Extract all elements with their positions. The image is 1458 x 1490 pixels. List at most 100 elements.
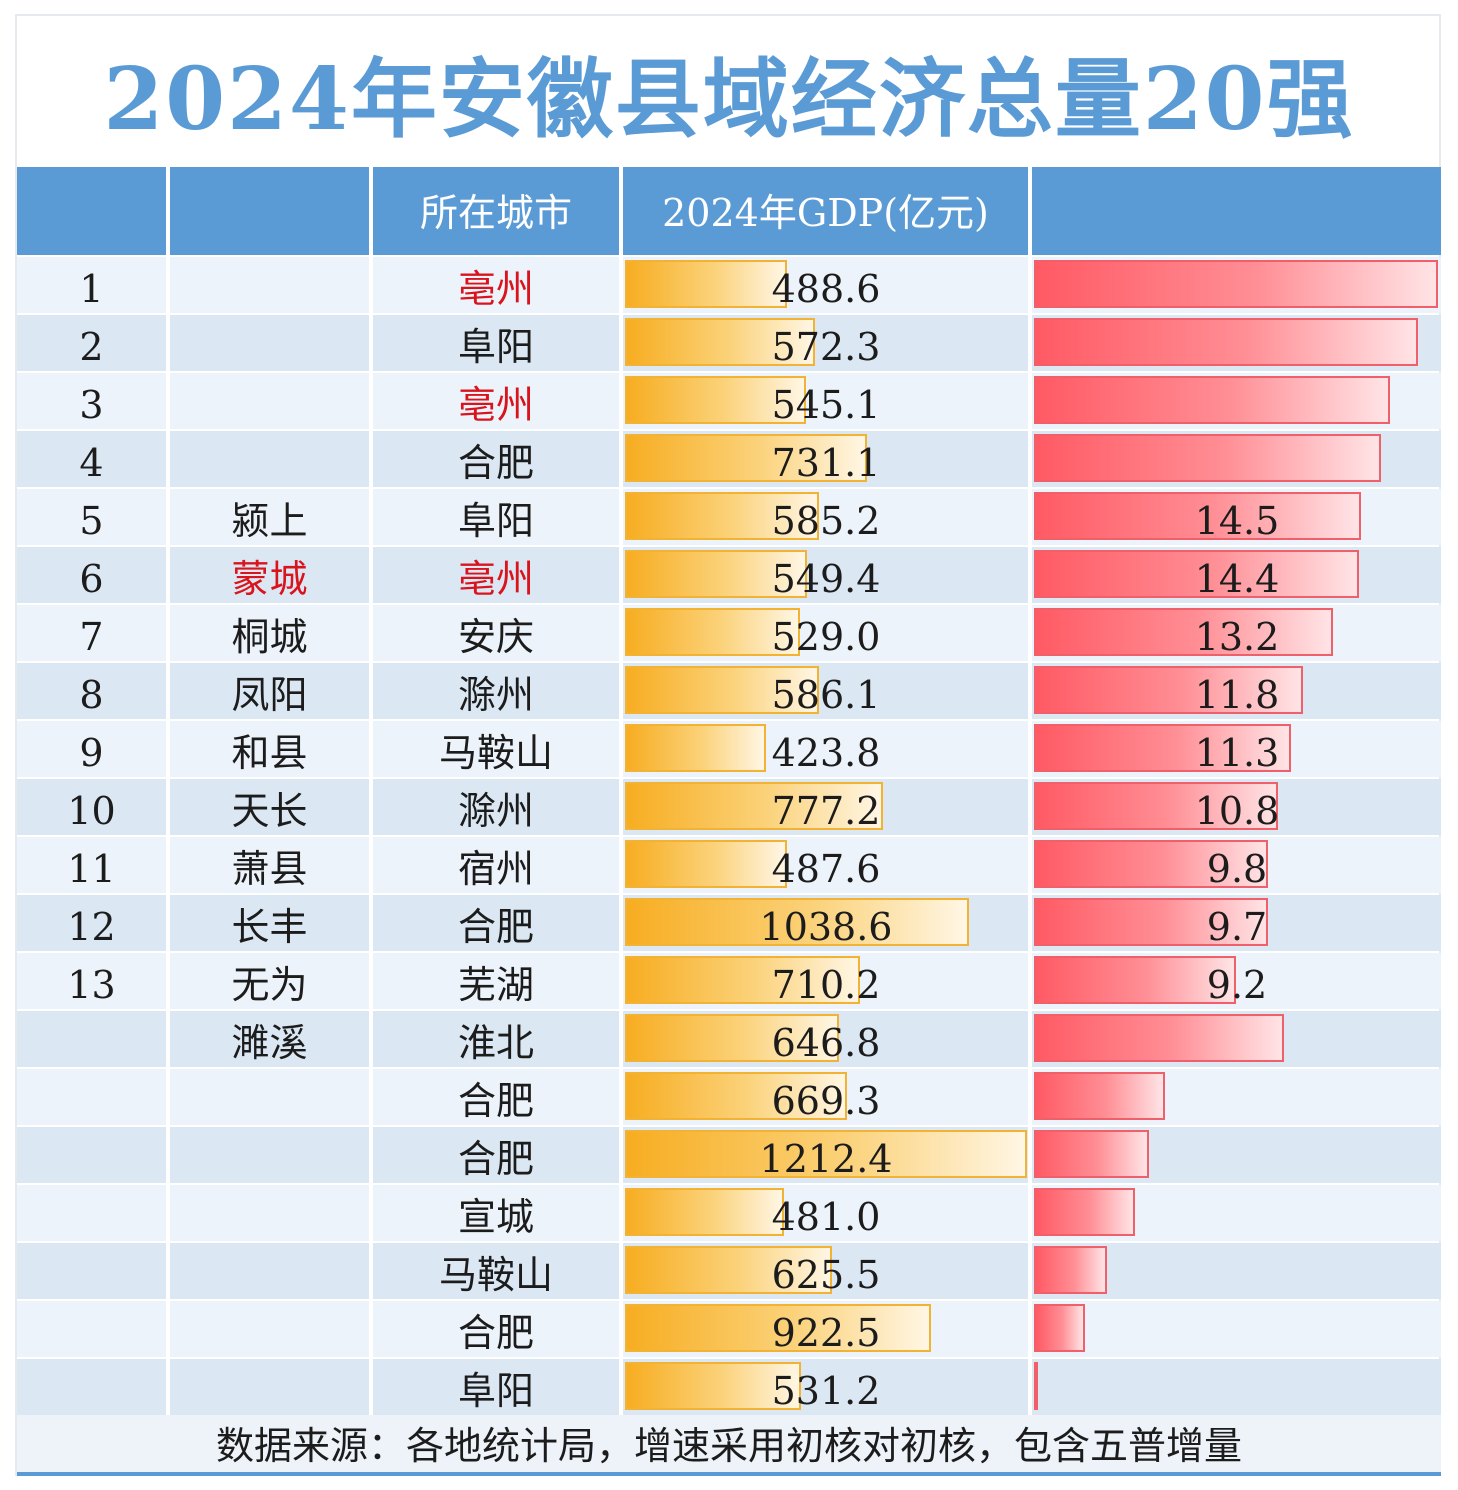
city-cell: 阜阳 — [457, 1369, 534, 1413]
cell-bg-county — [170, 837, 369, 893]
table-row: 9 和县 马鞍山 423.8 11.3 — [17, 721, 1441, 777]
gdp-bar — [625, 1362, 801, 1410]
cell-bg-county — [170, 779, 369, 835]
gdp-bar — [625, 1072, 847, 1120]
county-cell — [170, 1243, 369, 1299]
cell-bg-city — [373, 373, 619, 429]
gdp-bar — [625, 956, 860, 1004]
county-cell: 无为 — [231, 963, 308, 1007]
cell-bg-city — [373, 663, 619, 719]
cell-bg-rank — [17, 1301, 166, 1357]
cell-bg-city — [373, 1243, 619, 1299]
rank-cell: 13 — [67, 963, 116, 1007]
county-cell: 长丰 — [231, 905, 308, 949]
city-cell: 合肥 — [457, 1311, 534, 1355]
table-row: 13 无为 芜湖 710.2 9.2 — [17, 953, 1441, 1009]
cell-bg-city — [373, 1301, 619, 1357]
city-cell: 亳州 — [457, 267, 534, 311]
city-cell: 亳州 — [457, 557, 534, 601]
county-cell — [170, 1185, 369, 1241]
header-city: 所在城市 — [373, 167, 619, 255]
rank-cell — [17, 1301, 166, 1357]
cell-bg-city — [373, 1185, 619, 1241]
gdp-value: 545.1 — [771, 383, 881, 427]
gdp-value: 529.0 — [771, 615, 881, 659]
growth-bar — [1034, 1130, 1149, 1178]
cell-bg-city — [373, 1011, 619, 1067]
city-cell: 芜湖 — [457, 963, 534, 1007]
city-cell: 合肥 — [457, 905, 534, 949]
county-cell: 濉溪 — [231, 1021, 308, 1065]
gdp-value: 646.8 — [771, 1021, 881, 1065]
rank-cell — [17, 1243, 166, 1299]
city-cell: 宣城 — [457, 1195, 534, 1239]
table-row: 6 蒙城 亳州 549.4 14.4 — [17, 547, 1441, 603]
gdp-value: 1038.6 — [759, 905, 893, 949]
table-row: 合肥 669.3 — [17, 1069, 1441, 1125]
rank-cell: 8 — [79, 673, 104, 717]
cell-bg-rank — [17, 431, 166, 487]
cell-bg-city — [373, 1069, 619, 1125]
gdp-value: 481.0 — [771, 1195, 881, 1239]
cell-bg-rank — [17, 547, 166, 603]
cell-bg-city — [373, 547, 619, 603]
city-cell: 马鞍山 — [438, 731, 553, 775]
header-gdp: 2024年GDP(亿元) — [623, 167, 1028, 255]
page-title: 2024年安徽县域经济总量20强 — [103, 49, 1355, 150]
cell-bg-rank — [17, 257, 166, 313]
rank-cell: 5 — [79, 499, 104, 543]
cell-bg-growth — [1032, 1301, 1441, 1357]
gdp-bar — [625, 840, 787, 888]
cell-bg-city — [373, 953, 619, 1009]
county-cell — [170, 373, 369, 429]
cell-bg-county — [170, 895, 369, 951]
cell-bg-city — [373, 1359, 619, 1415]
cell-bg-rank — [17, 1359, 166, 1415]
growth-value: 11.8 — [1194, 673, 1280, 717]
gdp-value: 625.5 — [771, 1253, 881, 1297]
growth-bar — [1034, 666, 1303, 714]
gdp-value: 423.8 — [771, 731, 881, 775]
table-row: 3 亳州 545.1 — [17, 373, 1441, 429]
rank-cell — [17, 1069, 166, 1125]
rank-cell — [17, 1127, 166, 1183]
cell-bg-county — [170, 1185, 369, 1241]
cell-bg-rank — [17, 895, 166, 951]
cell-bg-county — [170, 1011, 369, 1067]
growth-bar — [1034, 608, 1333, 656]
gdp-bar — [625, 1304, 931, 1352]
city-cell: 合肥 — [457, 1137, 534, 1181]
growth-value: 11.3 — [1194, 731, 1280, 775]
growth-bar — [1034, 1188, 1135, 1236]
gdp-value: 531.2 — [771, 1369, 881, 1413]
rank-cell: 7 — [79, 615, 104, 659]
header-growth — [1032, 167, 1441, 255]
city-cell: 宿州 — [457, 847, 534, 891]
cell-bg-city — [373, 779, 619, 835]
cell-bg-growth — [1032, 1359, 1441, 1415]
cell-bg-city — [373, 1127, 619, 1183]
county-cell: 凤阳 — [231, 673, 308, 717]
cell-bg-county — [170, 721, 369, 777]
cell-bg-rank — [17, 1069, 166, 1125]
cell-bg-rank — [17, 837, 166, 893]
gdp-bar — [625, 898, 969, 946]
table-row: 合肥 922.5 — [17, 1301, 1441, 1357]
cell-bg-county — [170, 547, 369, 603]
cell-bg-city — [373, 895, 619, 951]
gdp-value: 922.5 — [771, 1311, 881, 1355]
growth-bar — [1034, 1362, 1038, 1410]
growth-bar — [1034, 724, 1291, 772]
bottom-divider — [17, 1472, 1441, 1476]
growth-bar — [1034, 434, 1381, 482]
cell-bg-rank — [17, 1243, 166, 1299]
table-row: 1 亳州 488.6 — [17, 257, 1441, 313]
growth-bar — [1034, 1072, 1165, 1120]
gdp-value: 777.2 — [771, 789, 881, 833]
city-cell: 安庆 — [457, 615, 534, 659]
cell-bg-city — [373, 837, 619, 893]
cell-bg-rank — [17, 373, 166, 429]
growth-bar — [1034, 1246, 1107, 1294]
growth-value: 14.5 — [1194, 499, 1280, 543]
cell-bg-rank — [17, 489, 166, 545]
